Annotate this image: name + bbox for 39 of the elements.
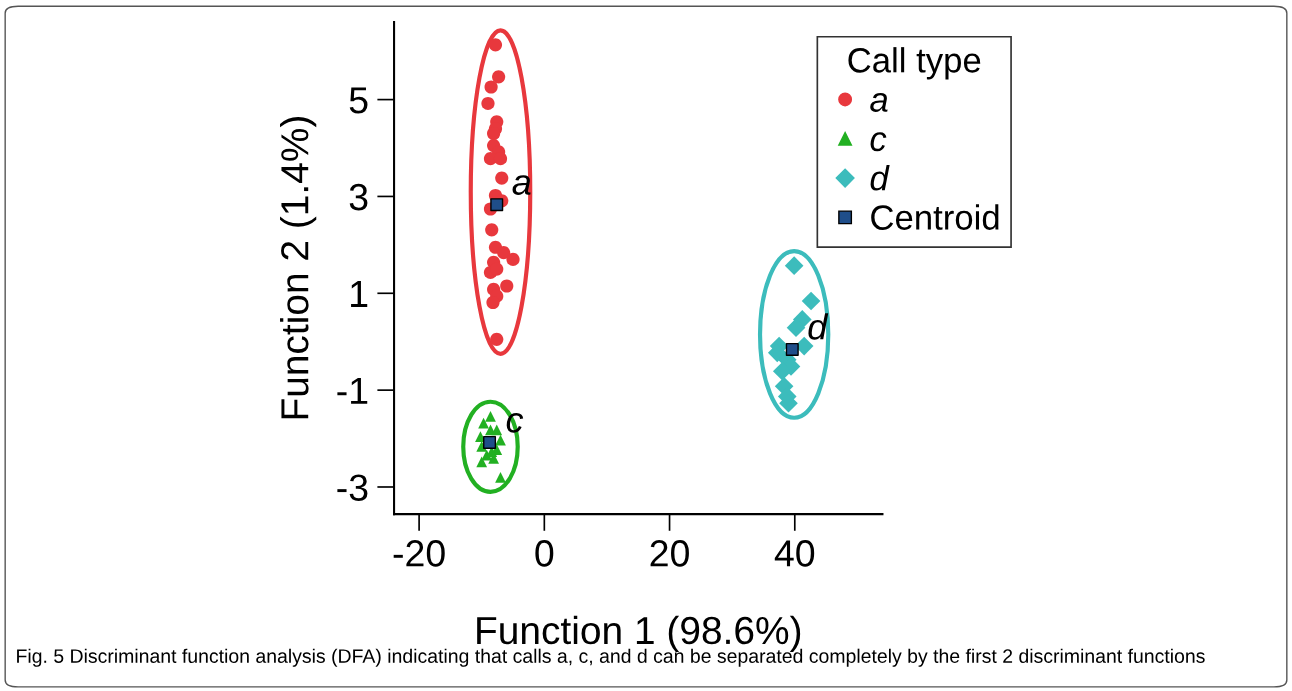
legend-title: Call type [848,47,981,80]
point [497,246,511,260]
legend-label: c [870,132,887,152]
point [490,198,504,212]
point [784,256,804,275]
y-tick-label: 5 [349,87,368,114]
y-axis-title: Function 2 (1.4%) [280,117,317,419]
point [488,38,503,52]
point [481,96,495,111]
point [487,126,501,141]
y-tick-label: -3 [337,474,368,501]
legend-label: a [870,92,888,112]
point [492,70,506,84]
point [785,342,799,356]
legend-label: d [870,165,890,191]
point [485,223,499,237]
point [485,410,496,422]
point [786,318,806,337]
legend-label: Centroid [871,204,999,230]
y-tick-label: 3 [349,183,368,211]
point [506,252,520,266]
x-tick-label: -20 [393,540,445,567]
point [772,361,792,381]
x-tick-label: 20 [650,540,689,567]
point [495,171,509,185]
point [485,424,496,436]
y-tick-label: -1 [337,377,368,404]
point [493,152,508,166]
x-tick-label: 40 [774,540,815,567]
point [500,279,514,293]
point [476,456,488,468]
y-tick-label: 1 [351,281,368,307]
point [484,80,498,94]
point [486,295,500,310]
point [490,332,504,346]
point [801,291,821,311]
point [483,435,497,449]
x-tick-label: 0 [535,540,554,567]
point [495,471,506,483]
